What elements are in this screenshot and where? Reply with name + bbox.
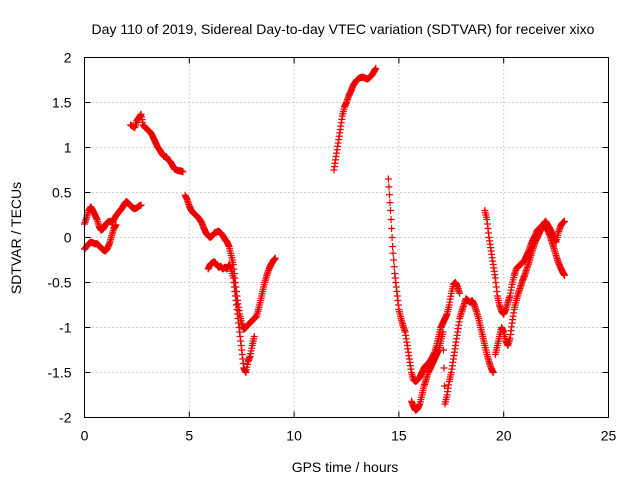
series-sat-c [127, 110, 187, 176]
x-tick-label: 0 [81, 428, 89, 444]
data-point [560, 271, 568, 279]
series-sat-a [81, 198, 145, 234]
tick-labels: 0 5 10 15 20 25 -2 -1.5 -1 -0.5 0 0.5 1 1.5 2 [47, 50, 616, 444]
x-tick-label: 10 [286, 428, 302, 444]
data-point [388, 225, 396, 232]
y-tick-label: -1.5 [47, 365, 71, 381]
data-point [387, 207, 395, 214]
x-tick-label: 5 [185, 428, 193, 444]
data-point [384, 175, 392, 183]
data-point [271, 254, 279, 262]
data-point [439, 346, 447, 354]
data-point [385, 183, 393, 191]
data-point [112, 221, 120, 229]
series-sat-d [181, 191, 279, 333]
data-point [390, 263, 398, 271]
series-sat-j [491, 217, 568, 358]
y-tick-label: 1 [64, 140, 72, 156]
data-point [250, 333, 258, 340]
chart-title: Day 110 of 2019, Sidereal Day-to-day VTE… [92, 21, 595, 37]
x-tick-label: 25 [601, 428, 617, 444]
data-points [81, 64, 568, 414]
data-point [560, 217, 568, 225]
series-sat-f [330, 64, 380, 174]
data-point [389, 249, 397, 257]
data-point [372, 64, 380, 72]
data-point [456, 289, 464, 297]
data-point [390, 256, 398, 264]
y-tick-label: -1 [59, 320, 72, 336]
plot-frame [84, 57, 609, 418]
y-tick-label: 2 [64, 50, 72, 66]
data-point [489, 369, 497, 376]
y-axis-label: SDTVAR / TECUs [8, 182, 24, 294]
series-sat-g [384, 175, 464, 385]
x-tick-label: 15 [391, 428, 407, 444]
series-sat-e [204, 258, 258, 376]
x-tick-label: 20 [496, 428, 512, 444]
data-point [387, 216, 395, 223]
y-tick-label: -0.5 [47, 275, 71, 291]
y-tick-label: 1.5 [52, 95, 72, 111]
series-sat-i [481, 207, 568, 318]
y-tick-label: -2 [59, 410, 72, 426]
data-point [179, 168, 187, 176]
y-tick-label: 0.5 [52, 185, 72, 201]
data-point [388, 234, 396, 241]
data-point [440, 364, 448, 372]
data-point [386, 199, 394, 207]
data-point [439, 328, 447, 336]
data-point [440, 382, 448, 390]
data-point [137, 201, 145, 209]
series-sat-h [407, 295, 497, 414]
data-point [385, 191, 393, 199]
data-point [389, 243, 397, 250]
x-axis-label: GPS time / hours [292, 459, 399, 475]
y-tick-label: 0 [64, 230, 72, 246]
